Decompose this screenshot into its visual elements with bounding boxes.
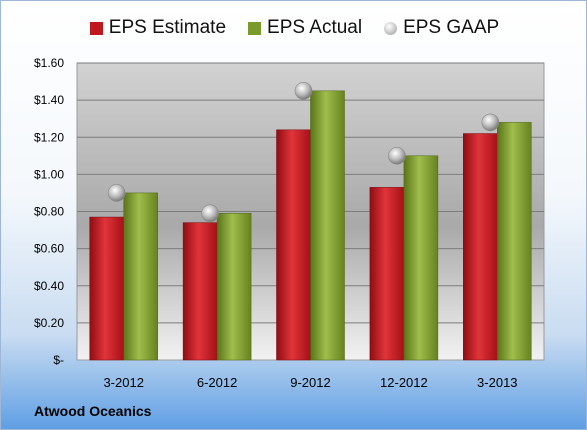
legend-label-gaap: EPS GAAP xyxy=(403,17,500,38)
y-tick-label: $0.20 xyxy=(34,316,64,330)
legend-swatch-estimate xyxy=(89,21,103,35)
legend-label-estimate: EPS Estimate xyxy=(108,17,227,38)
x-tick-label: 6-2012 xyxy=(197,375,237,390)
y-tick-label: $- xyxy=(53,353,64,367)
bar-eps-estimate xyxy=(89,216,124,361)
bar-eps-estimate xyxy=(369,187,405,361)
bar-eps-actual xyxy=(403,155,439,361)
x-tick-label: 9-2012 xyxy=(290,375,330,390)
marker-eps-gaap xyxy=(481,113,500,132)
bar-eps-estimate xyxy=(276,129,311,361)
marker-eps-gaap xyxy=(107,184,126,202)
marker-eps-gaap xyxy=(201,204,219,223)
bar-eps-estimate xyxy=(463,133,498,361)
x-tick-label: 3-2012 xyxy=(103,375,143,390)
legend-item-gaap: EPS GAAP xyxy=(384,17,499,39)
bar-eps-actual xyxy=(216,213,252,361)
legend-item-actual: EPS Actual xyxy=(248,17,362,39)
marker-eps-gaap xyxy=(294,82,313,100)
y-tick-label: $0.80 xyxy=(34,205,64,219)
legend-swatch-gaap xyxy=(384,21,398,35)
company-name: Atwood Oceanics xyxy=(34,403,152,419)
y-tick-label: $1.60 xyxy=(34,56,64,70)
x-tick-label: 3-2013 xyxy=(477,375,517,390)
bar-eps-estimate xyxy=(182,222,218,361)
legend-swatch-actual xyxy=(248,21,262,35)
legend-label-actual: EPS Actual xyxy=(267,17,363,38)
x-tick-label: 12-2012 xyxy=(380,375,428,390)
y-tick-label: $1.00 xyxy=(34,167,64,181)
y-tick-label: $0.40 xyxy=(34,279,64,293)
y-tick-label: $1.20 xyxy=(34,130,64,144)
bar-eps-actual xyxy=(497,122,532,361)
y-tick-label: $0.60 xyxy=(34,242,64,256)
bar-eps-actual xyxy=(123,192,158,361)
bar-eps-actual xyxy=(310,90,345,361)
marker-eps-gaap xyxy=(388,147,406,165)
y-tick-label: $1.40 xyxy=(34,93,64,107)
legend-item-estimate: EPS Estimate xyxy=(89,17,227,39)
legend: EPS Estimate EPS Actual EPS GAAP xyxy=(1,17,586,39)
